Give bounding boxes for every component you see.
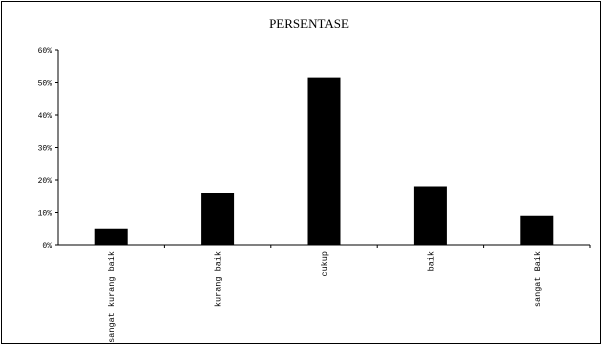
x-category-label: sangat kurang baik bbox=[107, 251, 117, 343]
bar bbox=[201, 193, 235, 245]
y-tick-label: 30% bbox=[38, 145, 53, 154]
y-tick-label: 0% bbox=[42, 242, 52, 251]
chart-title: PERSENTASE bbox=[269, 16, 349, 31]
bars bbox=[94, 77, 554, 245]
x-category-label: baik bbox=[426, 251, 436, 271]
y-tick-label: 60% bbox=[38, 47, 53, 56]
x-category-labels: sangat kurang baik kurang baik cukup baik sa… bbox=[107, 251, 543, 343]
x-category-label: sangat Baik bbox=[533, 251, 543, 307]
y-tick-label: 50% bbox=[38, 80, 53, 89]
y-tick-labels: 0% 10% 20% 30% 40% 50% 60% bbox=[38, 47, 53, 251]
y-tick-label: 10% bbox=[38, 210, 53, 219]
y-tick-label: 20% bbox=[38, 177, 53, 186]
bar bbox=[307, 77, 341, 245]
bar bbox=[413, 186, 447, 245]
bar bbox=[520, 215, 554, 245]
x-category-label: cukup bbox=[320, 251, 330, 277]
x-category-label: kurang baik bbox=[214, 251, 224, 307]
y-tick-label: 40% bbox=[38, 112, 53, 121]
bar bbox=[94, 228, 128, 245]
